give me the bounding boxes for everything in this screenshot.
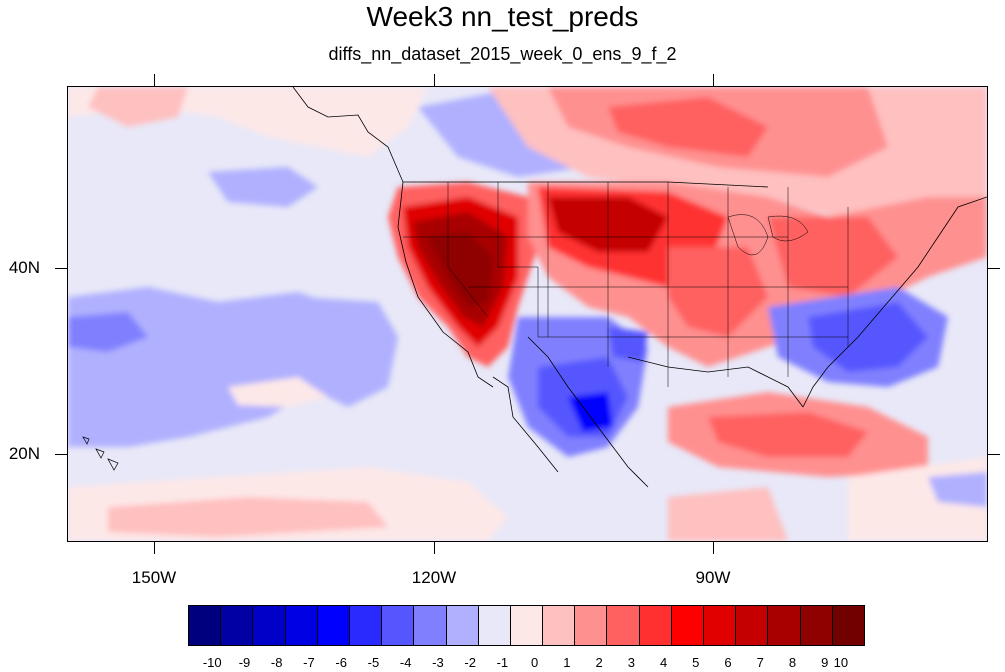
map-panel	[67, 86, 988, 542]
colorbar-label: -5	[367, 655, 380, 670]
lon-label-90w: 90W	[695, 568, 731, 587]
tick-lat-20n-left	[55, 454, 67, 455]
colorbar-cell	[221, 606, 254, 645]
colorbar-label: 7	[756, 655, 764, 670]
tick-lon-150w-bottom	[154, 542, 155, 554]
colorbar-cell	[510, 606, 544, 645]
colorbar-label: 10	[833, 655, 849, 670]
colorbar-label: -1	[496, 655, 509, 670]
colorbar-cell	[253, 606, 286, 645]
colorbar-label: 0	[530, 655, 539, 670]
colorbar-label: -4	[399, 655, 412, 670]
tick-lon-150w-top	[154, 74, 155, 86]
colorbar-label: -7	[303, 655, 315, 670]
colorbar-cell	[285, 606, 318, 645]
colorbar-label: -2	[464, 655, 476, 670]
colorbar-cell	[768, 606, 801, 645]
colorbar-cell	[189, 606, 222, 645]
lat-label-40n: 40N	[8, 258, 40, 277]
colorbar-label: 6	[724, 655, 732, 670]
colorbar-cell	[382, 606, 415, 645]
map-subtitle: diffs_nn_dataset_2015_week_0_ens_9_f_2	[328, 44, 677, 64]
state-boundaries	[403, 182, 849, 387]
colorbar	[188, 605, 865, 646]
tick-lon-120w-top	[434, 74, 435, 86]
colorbar-cell	[639, 606, 672, 645]
colorbar-cell	[800, 606, 833, 645]
tick-lat-40n-right	[988, 268, 1000, 269]
colorbar-label: -8	[270, 655, 283, 670]
tick-lat-40n-left	[55, 268, 67, 269]
colorbar-cell	[575, 606, 608, 645]
colorbar-cell	[704, 606, 737, 645]
tick-lat-20n-right	[988, 454, 1000, 455]
tick-lon-90w-bottom	[713, 542, 714, 554]
contour-fill	[68, 87, 987, 541]
tick-lon-90w-top	[713, 74, 714, 86]
colorbar-cell	[349, 606, 383, 645]
colorbar-cell	[414, 606, 447, 645]
lat-label-20n: 20N	[8, 444, 40, 463]
colorbar-cell	[671, 606, 704, 645]
colorbar-cell	[832, 606, 864, 645]
lon-label-120w: 120W	[411, 568, 457, 587]
colorbar-cell	[317, 606, 350, 645]
colorbar-cell	[736, 606, 769, 645]
colorbar-cell	[607, 606, 640, 645]
colorbar-cell	[543, 606, 576, 645]
colorbar-label: 8	[788, 655, 797, 670]
colorbar-label: 4	[659, 655, 668, 670]
colorbar-label: 3	[627, 655, 635, 670]
colorbar-label: -6	[335, 655, 347, 670]
hawaii-islands	[82, 436, 119, 471]
anomaly-map	[68, 87, 987, 541]
colorbar-label: -10	[202, 655, 222, 670]
lon-label-150w: 150W	[131, 568, 177, 587]
tick-lon-120w-bottom	[434, 542, 435, 554]
colorbar-label: -9	[238, 655, 251, 670]
colorbar-cell	[446, 606, 479, 645]
colorbar-label: 5	[692, 655, 700, 670]
colorbar-cell	[478, 606, 511, 645]
colorbar-label: 1	[563, 655, 571, 670]
colorbar-label: 9	[821, 655, 829, 670]
colorbar-label: 2	[595, 655, 603, 670]
colorbar-label: -3	[432, 655, 444, 670]
map-title: Week3 nn_test_preds	[366, 1, 639, 32]
